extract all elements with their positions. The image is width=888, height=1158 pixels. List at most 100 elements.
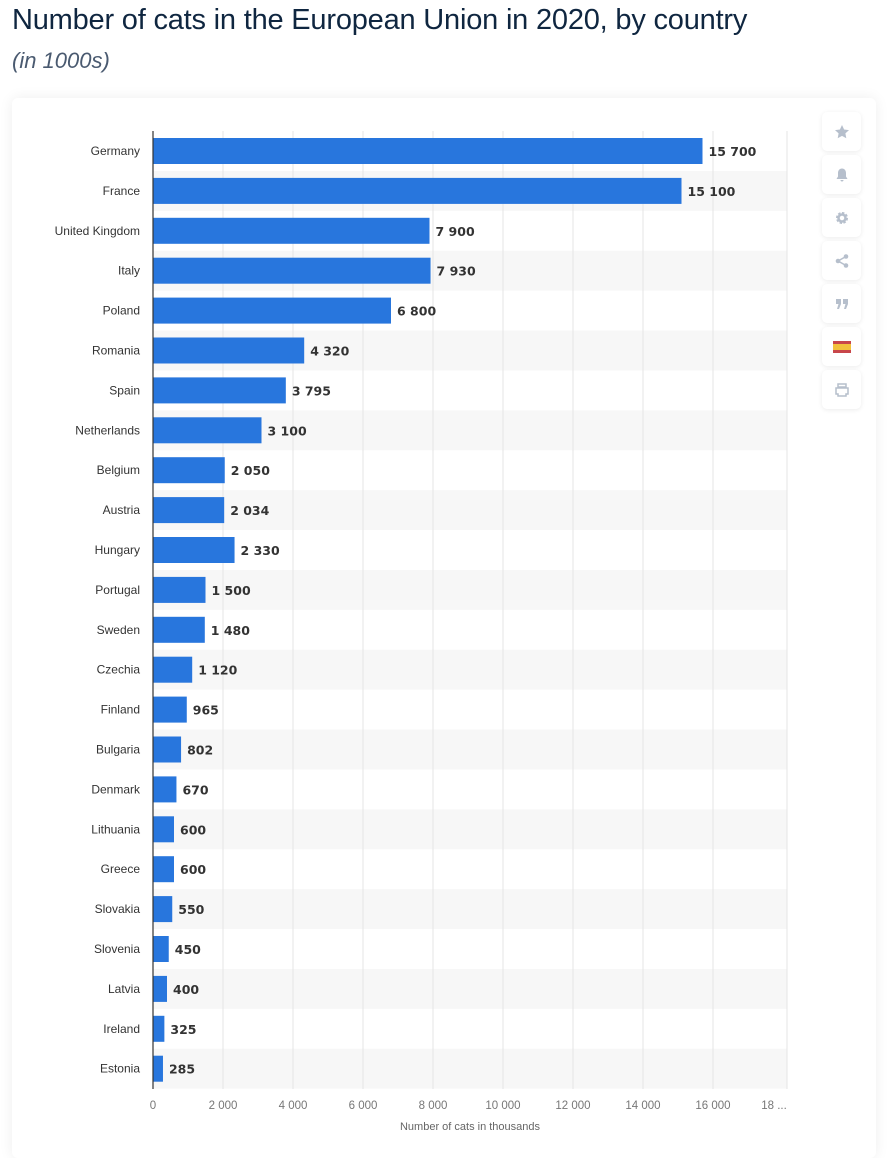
category-label: Lithuania <box>91 822 140 836</box>
category-label: Belgium <box>97 463 140 477</box>
bar-netherlands <box>153 417 262 444</box>
gear-icon <box>835 211 848 224</box>
category-label: Slovenia <box>94 942 140 956</box>
category-label: Ireland <box>103 1022 140 1036</box>
chart-title: Number of cats in the European Union in … <box>12 4 748 36</box>
bar-estonia <box>153 1055 163 1082</box>
language-button[interactable] <box>822 327 861 366</box>
category-label: France <box>103 184 141 198</box>
x-tick-label: 14 000 <box>625 1100 660 1112</box>
category-label: Portugal <box>95 583 140 597</box>
row-band <box>153 889 787 930</box>
bar-finland <box>153 696 187 723</box>
value-label: 802 <box>187 743 213 758</box>
favorite-button[interactable] <box>822 112 861 151</box>
category-label: Poland <box>103 304 140 318</box>
value-label: 2 330 <box>241 543 280 558</box>
value-label: 1 120 <box>198 663 237 678</box>
category-label: Spain <box>109 383 140 397</box>
value-label: 7 930 <box>437 264 476 279</box>
value-label: 1 480 <box>211 623 250 638</box>
spain-flag-icon <box>832 340 851 353</box>
bar-france <box>153 177 682 204</box>
category-label: Romania <box>92 344 140 358</box>
value-label: 2 050 <box>231 463 270 478</box>
value-label: 3 100 <box>268 423 307 438</box>
bell-icon <box>836 168 847 181</box>
value-label: 2 034 <box>230 503 269 518</box>
value-label: 1 500 <box>212 583 251 598</box>
print-button[interactable] <box>822 370 861 409</box>
category-label: Germany <box>91 144 140 158</box>
bar-lithuania <box>153 816 174 843</box>
category-label: Greece <box>101 862 141 876</box>
bar-slovakia <box>153 896 173 923</box>
bar-chart: Germany 15 700 France 15 100 United Kingdom 7… <box>55 131 788 1133</box>
notification-button[interactable] <box>822 155 861 194</box>
category-label: Sweden <box>97 623 140 637</box>
x-tick-label: 6 000 <box>349 1100 378 1112</box>
bar-bulgaria <box>153 736 182 763</box>
category-label: Austria <box>103 503 141 517</box>
category-label: Slovakia <box>95 902 141 916</box>
bar-romania <box>153 337 305 364</box>
bar-sweden <box>153 616 205 643</box>
value-label: 285 <box>169 1062 195 1077</box>
x-tick-label: 16 000 <box>695 1100 730 1112</box>
category-label: Hungary <box>95 543 140 557</box>
x-tick-label: 10 000 <box>485 1100 520 1112</box>
x-tick-label: 12 000 <box>555 1100 590 1112</box>
category-label: Finland <box>101 703 140 717</box>
category-label: Denmark <box>91 782 141 796</box>
x-tick-label: 0 <box>150 1100 156 1112</box>
bar-italy <box>153 257 431 284</box>
share-icon <box>835 253 848 268</box>
row-band <box>153 809 787 850</box>
value-label: 325 <box>170 1022 196 1037</box>
bar-czechia <box>153 656 193 683</box>
settings-button[interactable] <box>822 198 861 237</box>
value-label: 400 <box>173 982 199 997</box>
bar-hungary <box>153 537 235 563</box>
star-icon <box>834 124 849 138</box>
value-label: 450 <box>175 942 201 957</box>
bar-belgium <box>153 457 225 484</box>
value-label: 6 800 <box>397 304 436 319</box>
bar-portugal <box>153 576 206 603</box>
category-label: Estonia <box>100 1062 140 1076</box>
value-label: 550 <box>178 902 204 917</box>
x-axis-title: Number of cats in thousands <box>400 1121 541 1133</box>
row-band <box>153 649 787 690</box>
category-label: Bulgaria <box>96 743 140 757</box>
row-band <box>153 569 787 610</box>
x-tick-label: 8 000 <box>419 1100 448 1112</box>
share-button[interactable] <box>822 241 861 280</box>
bar-denmark <box>153 776 177 803</box>
chart-card: Germany 15 700 France 15 100 United Kingdom 7… <box>12 98 876 1158</box>
bar-ireland <box>153 1015 165 1042</box>
row-band <box>153 490 787 531</box>
category-label: Italy <box>118 264 140 278</box>
chart-subtitle: (in 1000s) <box>12 48 110 73</box>
row-band <box>153 968 787 1009</box>
bar-latvia <box>153 975 167 1002</box>
x-tick-label: 18 ... <box>761 1100 787 1112</box>
bar-greece <box>153 856 174 883</box>
value-label: 3 795 <box>292 383 331 398</box>
value-label: 965 <box>193 703 219 718</box>
category-label: Netherlands <box>75 423 140 437</box>
category-label: Latvia <box>108 982 140 996</box>
x-tick-label: 4 000 <box>279 1100 308 1112</box>
cite-button[interactable] <box>822 284 861 323</box>
bar-united-kingdom <box>153 217 430 244</box>
value-label: 15 700 <box>709 144 757 159</box>
print-icon <box>834 382 849 397</box>
bar-spain <box>153 377 286 404</box>
bar-poland <box>153 297 391 324</box>
x-tick-label: 2 000 <box>209 1100 238 1112</box>
value-label: 670 <box>182 782 208 797</box>
value-label: 600 <box>180 822 206 837</box>
quote-icon <box>835 298 848 309</box>
bar-slovenia <box>153 936 169 962</box>
value-label: 4 320 <box>310 344 349 359</box>
